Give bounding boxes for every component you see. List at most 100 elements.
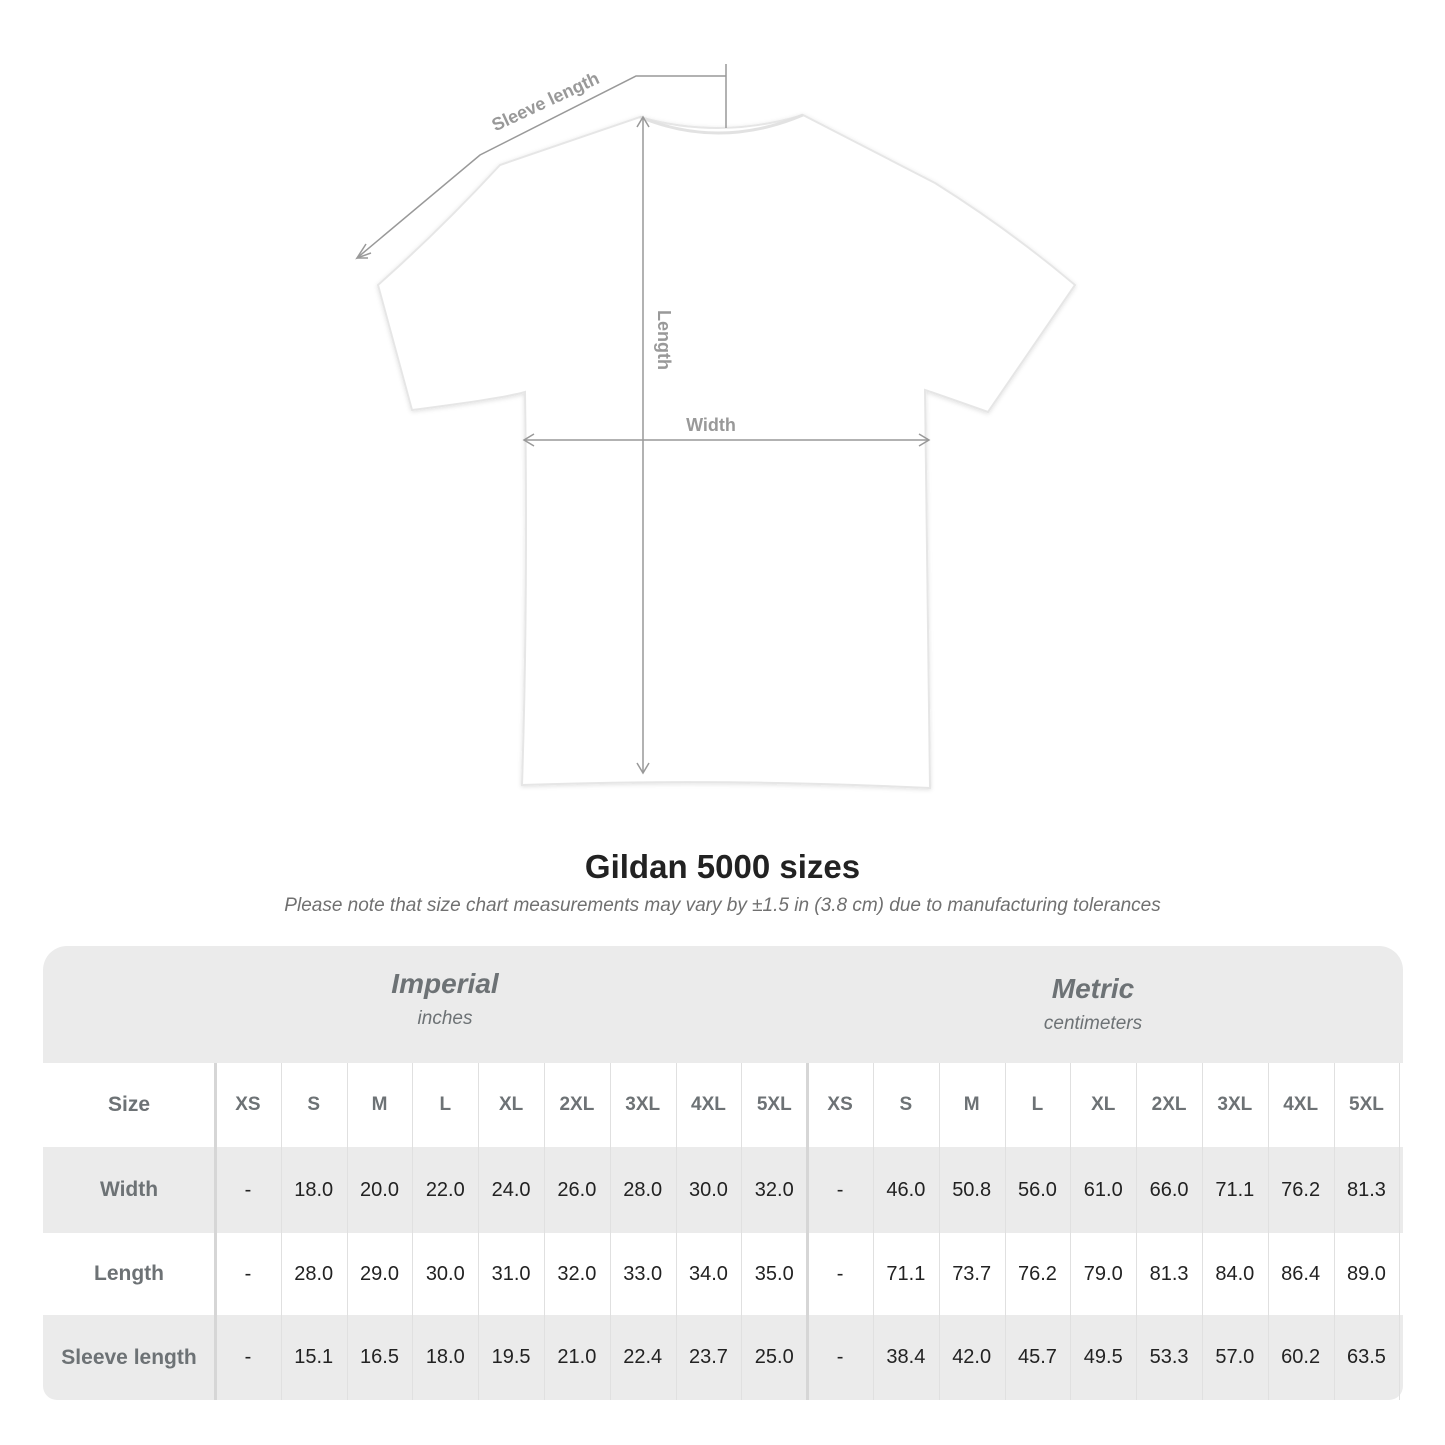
- metric-value-cell: 53.3: [1149, 1346, 1189, 1368]
- metric-value-cell: 81.3: [1346, 1178, 1386, 1201]
- tshirt-diagram: Sleeve length Length Width: [355, 64, 1077, 790]
- size-table: Imperial inches Metric centimeters Size X…: [43, 946, 1403, 1400]
- column-divider: [741, 1063, 743, 1400]
- metric-value-cell: 84.0: [1215, 1262, 1255, 1285]
- metric-size-m: M: [963, 1094, 980, 1115]
- metric-value-cell: -: [836, 1262, 844, 1285]
- imperial-size-xl: XL: [498, 1094, 524, 1115]
- metric-value-cell: 86.4: [1281, 1262, 1321, 1285]
- imperial-value-cell: 16.5: [360, 1346, 399, 1368]
- imperial-value-cell: 31.0: [491, 1262, 531, 1285]
- metric-value-cell: 73.7: [952, 1262, 992, 1285]
- imperial-size-4xl: 4XL: [691, 1094, 726, 1115]
- metric-value-cell: 89.0: [1346, 1262, 1386, 1285]
- row-label: Width: [99, 1178, 159, 1201]
- metric-value-cell: -: [836, 1178, 844, 1201]
- imperial-value-cell: 18.0: [294, 1178, 334, 1201]
- metric-value-cell: 66.0: [1149, 1178, 1189, 1201]
- imperial-value-cell: 21.0: [557, 1346, 597, 1368]
- table-row: Width - 18.0 20.0 22.0 24.0 26.0 28.0 30.0 32.0 - 4…: [43, 1147, 1403, 1233]
- imperial-value-cell: 26.0: [557, 1178, 597, 1201]
- row-band: [43, 1063, 1403, 1147]
- imperial-value-cell: 30.0: [425, 1262, 465, 1285]
- metric-value-cell: 56.0: [1017, 1178, 1057, 1201]
- metric-value-cell: 79.0: [1083, 1262, 1123, 1285]
- imperial-value-cell: 28.0: [623, 1178, 663, 1201]
- metric-value-cell: -: [836, 1346, 844, 1368]
- tolerance-note: Please note that size chart measurements…: [284, 895, 1161, 916]
- imperial-size-l: L: [439, 1094, 452, 1115]
- column-divider: [544, 1063, 545, 1400]
- row-band: [43, 1147, 1403, 1233]
- metric-size-l: L: [1031, 1094, 1044, 1115]
- table-row: Length - 28.0 29.0 30.0 31.0 32.0 33.0 34.0 35.0 -…: [43, 1233, 1403, 1315]
- column-divider: [478, 1063, 480, 1400]
- column-divider: [1070, 1063, 1072, 1400]
- column-divider: [346, 1063, 348, 1400]
- imperial-value-cell: 33.0: [623, 1262, 663, 1285]
- row-label: Length: [94, 1262, 164, 1285]
- imperial-value-cell: 32.0: [754, 1178, 794, 1201]
- column-divider: [1399, 1063, 1401, 1400]
- imperial-size-3xl: 3XL: [625, 1094, 661, 1115]
- metric-value-cell: 42.0: [952, 1346, 992, 1368]
- tshirt-shape: [376, 113, 1077, 790]
- metric-value-cell: 76.2: [1017, 1262, 1057, 1285]
- column-divider: [1333, 1063, 1335, 1400]
- metric-value-cell: 76.2: [1281, 1178, 1321, 1201]
- metric-value-cell: 57.0: [1215, 1346, 1255, 1368]
- column-divider: [1004, 1063, 1006, 1400]
- metric-value-cell: 45.7: [1017, 1346, 1057, 1368]
- imperial-size-2xl: 2XL: [559, 1094, 595, 1115]
- collar: [639, 113, 804, 135]
- column-divider: [280, 1063, 282, 1400]
- row-band: [43, 1315, 1403, 1400]
- imperial-unit: inches: [417, 1008, 473, 1029]
- imperial-value-cell: -: [244, 1262, 252, 1285]
- table-row: Sleeve length - 15.1 16.5 18.0 19.5 21.0 22.4 23…: [43, 1315, 1403, 1400]
- chart-title: Gildan 5000 sizes: [584, 848, 861, 885]
- imperial-value-cell: 22.4: [623, 1346, 663, 1368]
- imperial-value-cell: 24.0: [491, 1178, 531, 1201]
- metric-value-cell: 50.8: [952, 1178, 992, 1201]
- column-divider: [806, 1063, 810, 1400]
- row-label: Sleeve length: [61, 1345, 197, 1369]
- metric-size-5xl: 5XL: [1349, 1094, 1384, 1115]
- column-divider: [873, 1063, 874, 1400]
- imperial-value-cell: 30.0: [689, 1178, 728, 1201]
- metric-value-cell: 60.2: [1281, 1346, 1321, 1368]
- imperial-size-m: M: [371, 1094, 388, 1115]
- metric-size-xs: XS: [827, 1094, 853, 1115]
- column-divider: [214, 1063, 217, 1400]
- metric-value-cell: 63.5: [1346, 1346, 1386, 1368]
- imperial-value-cell: 29.0: [360, 1262, 399, 1285]
- column-divider: [609, 1063, 611, 1400]
- imperial-value-cell: -: [244, 1346, 252, 1368]
- imperial-title: Imperial: [391, 968, 499, 999]
- column-divider: [1202, 1063, 1203, 1400]
- column-divider: [675, 1063, 677, 1400]
- metric-size-s: S: [899, 1094, 913, 1115]
- imperial-value-cell: 22.0: [425, 1178, 465, 1201]
- imperial-header: Imperial inches: [215, 968, 675, 1030]
- row-band: [43, 1233, 1403, 1315]
- imperial-value-cell: 35.0: [754, 1262, 794, 1285]
- metric-size-2xl: 2XL: [1151, 1094, 1187, 1115]
- metric-header: Metric centimeters: [863, 973, 1323, 1035]
- imperial-value-cell: 25.0: [754, 1346, 794, 1368]
- size-header-row: Size XS S M L XL 2XL 3XL 4XL 5XL XS S M L XL 2XL 3XL 4XL 5…: [43, 1063, 1403, 1147]
- imperial-value-cell: 20.0: [360, 1178, 399, 1201]
- metric-value-cell: 81.3: [1149, 1262, 1189, 1285]
- metric-value-cell: 46.0: [886, 1178, 926, 1201]
- width-label: Width: [686, 415, 736, 435]
- imperial-value-cell: 34.0: [689, 1262, 728, 1285]
- length-label: Length: [654, 310, 674, 370]
- metric-size-3xl: 3XL: [1217, 1094, 1253, 1115]
- column-divider: [938, 1063, 940, 1400]
- size-label: Size: [107, 1093, 151, 1116]
- imperial-value-cell: 15.1: [294, 1346, 334, 1368]
- metric-size-4xl: 4XL: [1283, 1094, 1319, 1115]
- metric-value-cell: 71.1: [886, 1262, 926, 1285]
- metric-size-xl: XL: [1091, 1094, 1116, 1115]
